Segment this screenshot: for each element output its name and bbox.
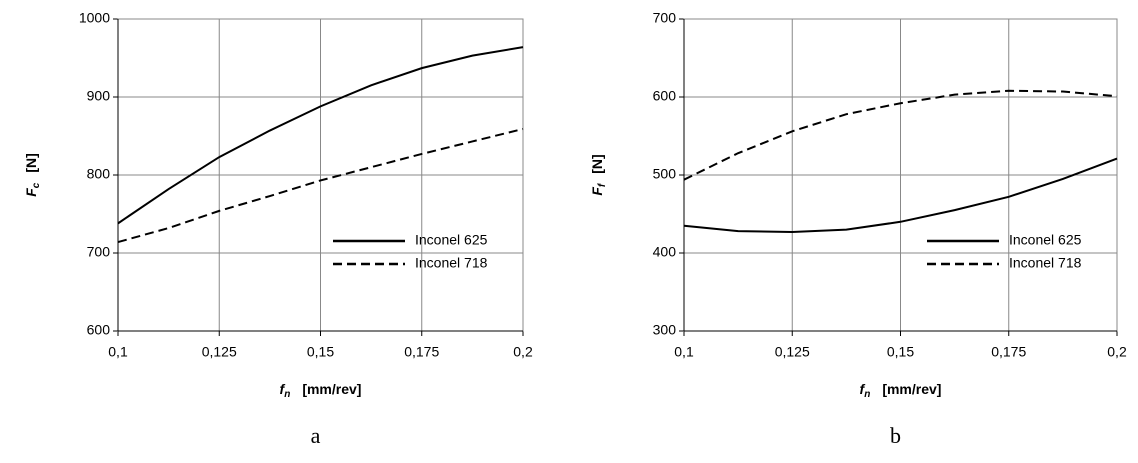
series-line [683, 157, 1118, 233]
x-symbol: f [860, 381, 866, 397]
x-tick-label: 0,175 [991, 344, 1026, 360]
x-symbol: f [280, 381, 286, 397]
x-tick-label: 0,1 [674, 344, 694, 360]
x-subscript: n [864, 389, 870, 400]
series-line [117, 128, 524, 244]
x-tick-label: 0,15 [307, 344, 334, 360]
y-tick-label: 1000 [79, 10, 110, 26]
x-tick-label: 0,1 [108, 344, 128, 360]
x-tick-label: 0,2 [513, 344, 533, 360]
caption: a [311, 423, 321, 448]
y-tick-label: 800 [87, 166, 111, 182]
legend-label: Inconel 625 [1009, 232, 1082, 248]
y-subscript: c [31, 182, 42, 188]
y-unit: [N] [589, 154, 605, 173]
y-tick-label: 700 [653, 10, 677, 26]
x-tick-label: 0,175 [404, 344, 439, 360]
series-line [683, 89, 1118, 181]
x-axis-label: fn [mm/rev] [280, 381, 362, 400]
y-tick-label: 300 [653, 322, 677, 338]
y-symbol: F [589, 187, 605, 196]
y-symbol: F [23, 188, 39, 197]
x-tick-label: 0,125 [775, 344, 810, 360]
x-tick-label: 0,2 [1107, 344, 1127, 360]
y-tick-label: 500 [653, 166, 677, 182]
legend-label: Inconel 718 [415, 255, 488, 271]
caption: b [890, 423, 901, 448]
x-unit: [mm/rev] [882, 381, 941, 397]
chart: 600 700 800 900 1000 0,1 0,125 0,15 0,175 0,2 Inco… [23, 10, 533, 448]
y-tick-label: 600 [87, 322, 111, 338]
series-line [117, 46, 524, 225]
x-tick-label: 0,15 [887, 344, 914, 360]
x-axis-label: fn [mm/rev] [860, 381, 942, 400]
legend-label: Inconel 718 [1009, 255, 1082, 271]
x-subscript: n [284, 389, 290, 400]
y-tick-label: 600 [653, 88, 677, 104]
y-tick-label: 400 [653, 244, 677, 260]
y-subscript: f [597, 182, 608, 187]
y-axis-label: Ff [N] [589, 154, 608, 195]
x-unit: [mm/rev] [302, 381, 361, 397]
y-tick-label: 900 [87, 88, 111, 104]
chart: 300 400 500 600 700 0,1 0,125 0,15 0,175 0,2 Incon… [589, 10, 1127, 448]
legend-label: Inconel 625 [415, 232, 488, 248]
y-axis-label: Fc [N] [23, 153, 42, 197]
y-tick-label: 700 [87, 244, 111, 260]
y-unit: [N] [23, 153, 39, 172]
x-tick-label: 0,125 [202, 344, 237, 360]
